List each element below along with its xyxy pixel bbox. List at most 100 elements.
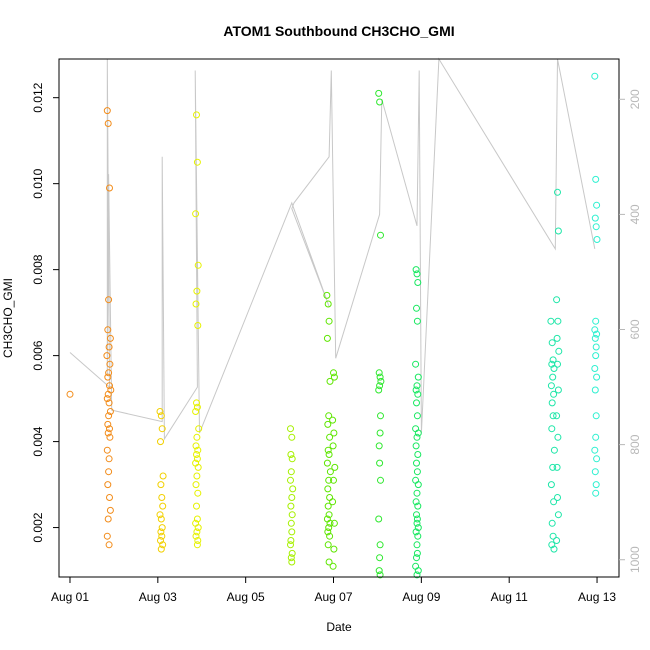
data-point	[555, 347, 563, 355]
data-point	[289, 485, 297, 493]
data-point	[288, 433, 296, 441]
data-point	[553, 296, 561, 304]
data-point	[591, 386, 599, 394]
data-point	[376, 373, 384, 381]
data-point	[592, 175, 600, 183]
data-point	[157, 438, 164, 446]
data-point	[413, 511, 420, 519]
data-point	[326, 519, 334, 527]
data-point	[106, 433, 114, 441]
data-point	[194, 524, 202, 532]
data-point	[324, 528, 332, 536]
y-tick-label: 0.004	[31, 426, 45, 456]
y-tick-label: 0.010	[31, 168, 45, 198]
data-point	[547, 382, 555, 390]
data-point	[413, 317, 421, 325]
data-point	[375, 386, 383, 394]
data-point	[554, 494, 561, 501]
data-point	[103, 107, 111, 115]
data-point	[591, 365, 599, 372]
data-point	[158, 524, 166, 532]
data-point	[593, 455, 601, 463]
data-point	[548, 339, 556, 347]
data-point	[104, 481, 112, 489]
data-point	[192, 210, 200, 218]
data-point	[413, 541, 421, 549]
data-point	[553, 412, 561, 420]
data-point	[550, 545, 558, 553]
data-point	[414, 429, 422, 437]
data-point	[104, 120, 112, 127]
data-point	[325, 511, 333, 519]
data-point	[412, 266, 420, 274]
data-point	[413, 412, 421, 420]
data-point	[192, 408, 200, 415]
plot-frame	[58, 58, 620, 578]
data-point	[591, 72, 599, 80]
data-point	[414, 532, 422, 540]
right-y-tick-label: 400	[628, 204, 642, 224]
data-point	[193, 541, 201, 549]
data-point	[194, 537, 202, 544]
data-point	[323, 334, 331, 342]
data-point	[377, 412, 384, 420]
data-point	[547, 481, 555, 489]
data-point	[158, 532, 166, 540]
data-point	[324, 541, 332, 549]
data-point	[376, 98, 384, 106]
data-point	[554, 317, 562, 325]
y-tick-label: 0.006	[31, 340, 45, 370]
data-point	[105, 455, 113, 463]
data-point	[376, 459, 384, 467]
data-point	[287, 554, 295, 562]
data-point	[194, 322, 202, 329]
data-point	[194, 489, 202, 497]
data-point	[377, 377, 385, 385]
data-point	[66, 390, 74, 398]
data-point	[193, 399, 200, 407]
data-point	[591, 468, 599, 476]
data-point	[192, 532, 200, 540]
right-y-tick-label: 200	[628, 89, 642, 109]
data-point	[193, 455, 201, 463]
data-point	[103, 352, 111, 360]
data-point	[377, 231, 384, 239]
data-point	[412, 386, 420, 394]
data-point	[414, 524, 422, 532]
data-point	[105, 468, 113, 476]
data-point	[157, 528, 165, 536]
data-point	[195, 425, 203, 433]
pressure-series	[69, 57, 596, 441]
data-point	[105, 296, 113, 304]
data-point	[325, 476, 333, 484]
data-point	[157, 537, 164, 544]
data-point	[193, 158, 201, 166]
data-point	[324, 420, 332, 428]
data-point	[592, 317, 600, 325]
x-tick-label: Aug 11	[491, 590, 528, 604]
x-tick-label: Aug 05	[227, 590, 265, 604]
data-point	[103, 532, 111, 540]
data-point	[106, 382, 113, 390]
data-point	[592, 343, 600, 351]
data-point	[591, 326, 599, 334]
data-point	[325, 412, 333, 420]
data-point	[104, 390, 112, 398]
data-point	[105, 399, 113, 407]
data-point	[592, 489, 600, 497]
data-point	[376, 382, 384, 390]
data-point	[413, 549, 421, 557]
data-point	[549, 412, 557, 420]
data-point	[193, 502, 200, 510]
data-point	[194, 446, 202, 454]
data-point	[157, 515, 165, 523]
data-point	[413, 571, 421, 579]
data-point	[549, 463, 557, 471]
data-point	[592, 412, 600, 420]
y-axis: 0.002 0.004 0.006 0.008 0.010 0.012	[31, 82, 59, 543]
data-point	[592, 223, 600, 231]
data-point	[193, 433, 201, 441]
data-point	[549, 356, 557, 364]
data-point	[554, 511, 562, 519]
data-point	[554, 227, 562, 235]
